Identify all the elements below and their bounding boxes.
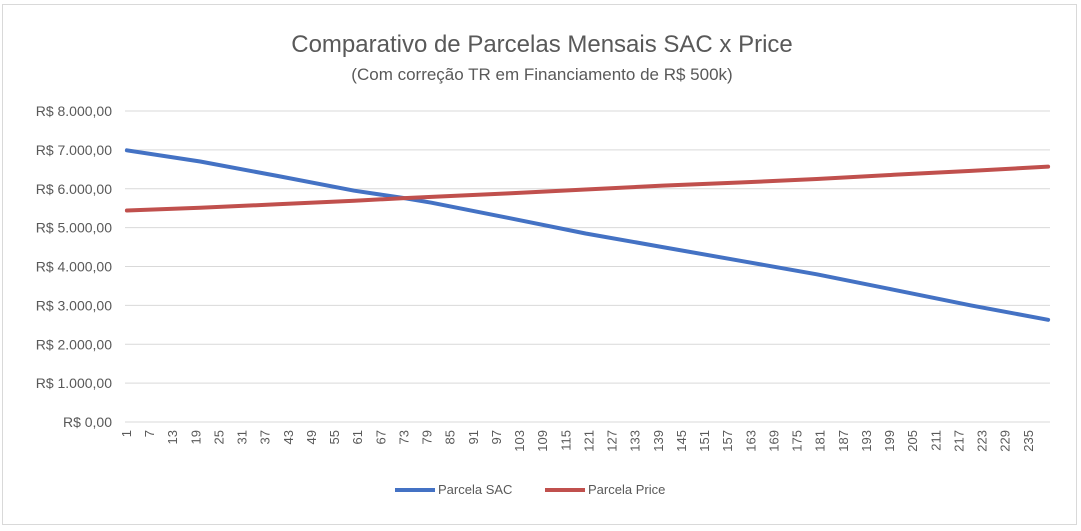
x-tick-label: 49 xyxy=(304,430,319,444)
x-tick-label: 151 xyxy=(697,430,712,452)
legend-label: Parcela Price xyxy=(588,482,665,497)
x-tick-label: 211 xyxy=(928,430,943,451)
x-tick-label: 91 xyxy=(466,430,481,444)
x-tick-label: 229 xyxy=(998,430,1013,452)
x-tick-label: 169 xyxy=(766,430,781,452)
x-tick-label: 193 xyxy=(859,430,874,452)
x-axis-ticks: 1 7 13 19 25 31 37 43 49 55 61 67 73 79 85 91 97 103 109 11… xyxy=(119,430,1036,452)
legend-label: Parcela SAC xyxy=(438,482,512,497)
y-tick-label: R$ 1.000,00 xyxy=(36,375,112,391)
series-line-parcela-sac xyxy=(124,148,1051,322)
x-tick-label: 61 xyxy=(350,430,365,444)
x-tick-label: 127 xyxy=(605,430,620,452)
x-tick-label: 139 xyxy=(651,430,666,452)
legend: Parcela SAC Parcela Price xyxy=(395,482,665,497)
x-tick-label: 235 xyxy=(1021,430,1036,452)
y-tick-label: R$ 4.000,00 xyxy=(36,259,112,275)
x-tick-label: 103 xyxy=(512,430,527,452)
gridlines xyxy=(125,110,1050,423)
x-tick-label: 145 xyxy=(674,430,689,452)
x-tick-label: 37 xyxy=(258,430,273,444)
x-tick-label: 1 xyxy=(119,430,134,437)
x-tick-label: 223 xyxy=(975,430,990,452)
x-tick-label: 25 xyxy=(211,430,226,444)
x-tick-label: 205 xyxy=(905,430,920,452)
x-tick-label: 175 xyxy=(790,430,805,452)
x-tick-label: 19 xyxy=(188,430,203,444)
x-tick-label: 199 xyxy=(882,430,897,452)
x-tick-label: 121 xyxy=(581,430,596,452)
x-tick-label: 115 xyxy=(558,430,573,451)
chart-frame xyxy=(2,4,1077,525)
y-tick-label: R$ 7.000,00 xyxy=(36,142,112,158)
chart-subtitle: (Com correção TR em Financiamento de R$ … xyxy=(351,65,732,84)
x-tick-label: 163 xyxy=(743,430,758,452)
x-tick-label: 13 xyxy=(165,430,180,444)
x-tick-label: 79 xyxy=(420,430,435,444)
x-tick-label: 181 xyxy=(813,430,828,452)
series-lines xyxy=(124,148,1051,322)
x-tick-label: 97 xyxy=(489,430,504,444)
chart-title: Comparativo de Parcelas Mensais SAC x Pr… xyxy=(291,31,793,58)
y-tick-label: R$ 3.000,00 xyxy=(36,297,112,313)
x-tick-label: 85 xyxy=(443,430,458,444)
legend-item: Parcela SAC xyxy=(395,482,512,497)
x-tick-label: 187 xyxy=(836,430,851,452)
y-tick-label: R$ 6.000,00 xyxy=(36,181,112,197)
x-tick-label: 157 xyxy=(720,430,735,452)
series-line-parcela-price xyxy=(124,164,1051,213)
x-tick-label: 109 xyxy=(535,430,550,452)
x-tick-label: 73 xyxy=(396,430,411,444)
y-tick-label: R$ 2.000,00 xyxy=(36,336,112,352)
x-tick-label: 67 xyxy=(373,430,388,444)
y-tick-label: R$ 5.000,00 xyxy=(36,220,112,236)
legend-item: Parcela Price xyxy=(545,482,665,497)
x-tick-label: 31 xyxy=(235,430,250,444)
y-axis-ticks: R$ 0,00 R$ 1.000,00 R$ 2.000,00 R$ 3.000,00… xyxy=(36,103,112,430)
x-tick-label: 7 xyxy=(142,430,157,437)
y-tick-label: R$ 0,00 xyxy=(63,414,112,430)
x-tick-label: 217 xyxy=(951,430,966,452)
x-tick-label: 55 xyxy=(327,430,342,444)
y-tick-label: R$ 8.000,00 xyxy=(36,103,112,119)
x-tick-label: 133 xyxy=(628,430,643,452)
x-tick-label: 43 xyxy=(281,430,296,444)
